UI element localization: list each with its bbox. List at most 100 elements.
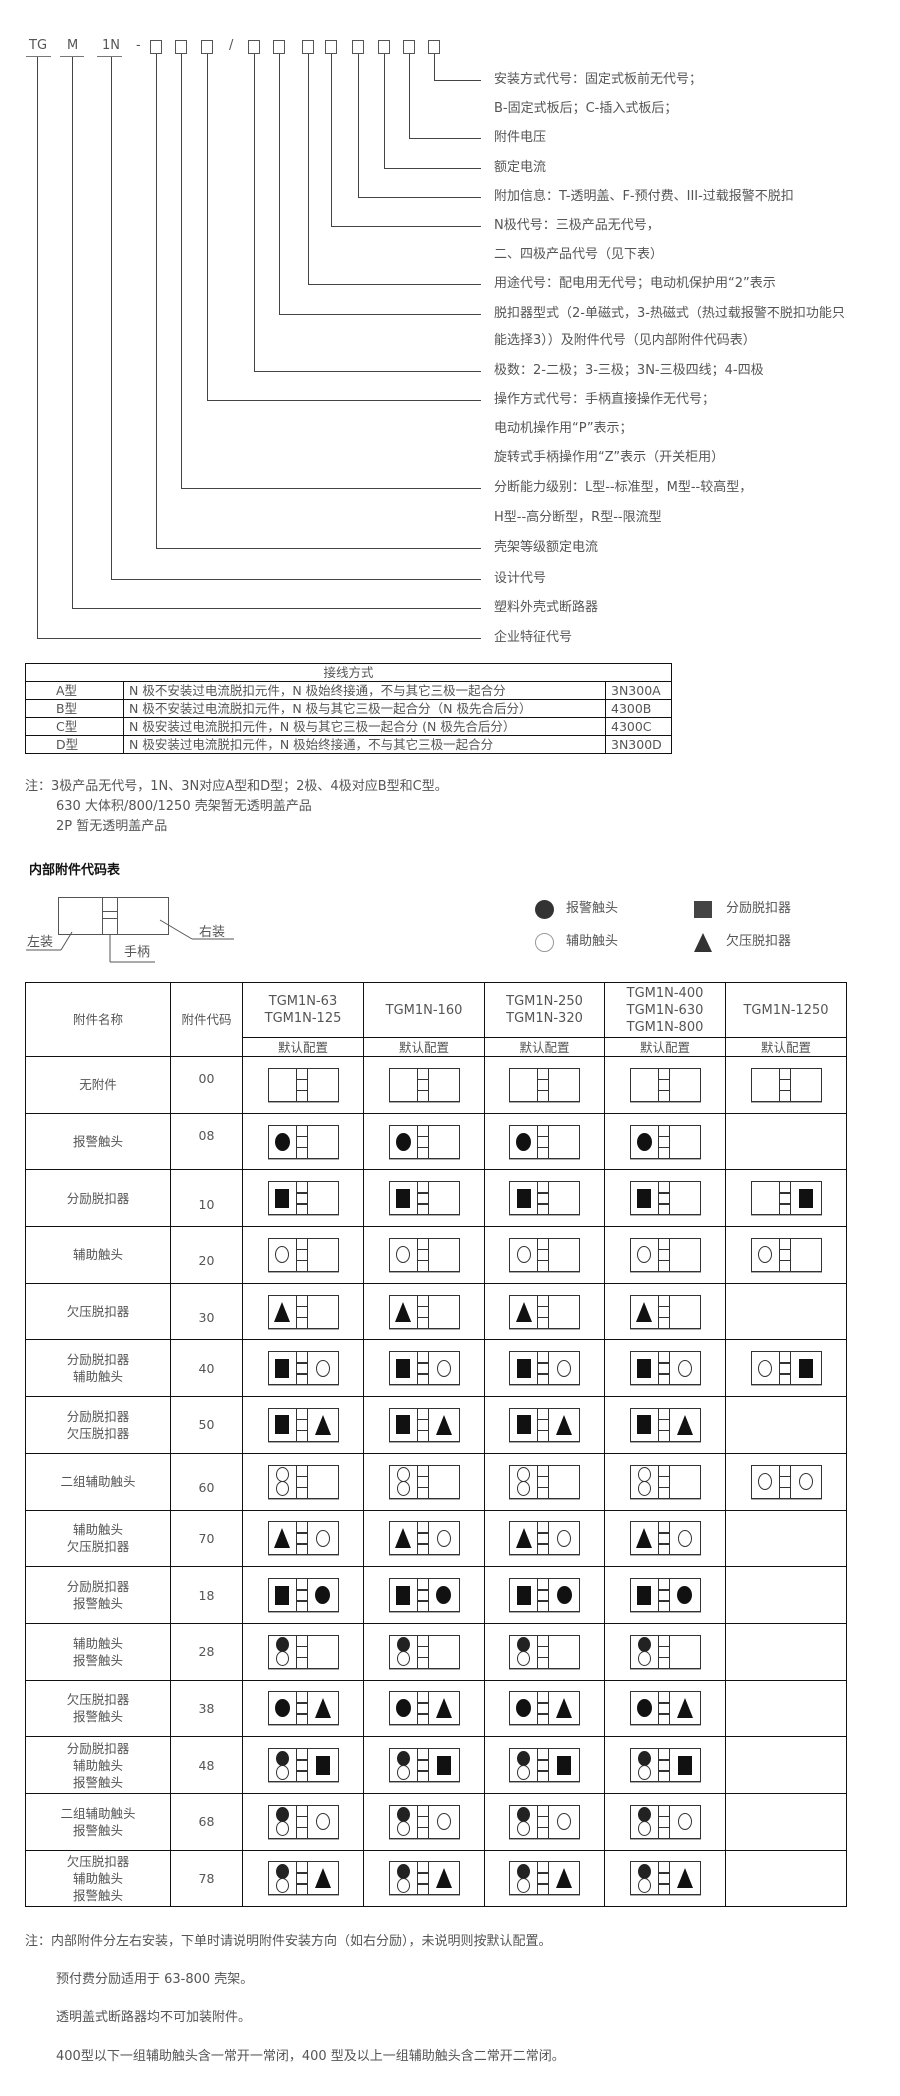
breaker-config-icon [267,1407,339,1442]
config-cell [242,1169,364,1228]
sub-header-default: 默认配置 [242,1037,364,1057]
auxiliary-contact-icon [315,1529,330,1547]
breaker-config-icon [267,1181,339,1216]
handle-icon [416,1125,429,1158]
auxiliary-contact-icon [396,1651,410,1667]
handle-icon [537,1692,549,1725]
alarm-contact-icon [395,1132,411,1151]
alarm-contact-icon [535,900,554,919]
breaker-config-icon [267,1861,339,1896]
accessory-name-line: 辅助触头 [72,1522,123,1538]
breaker-config-icon [509,1804,580,1839]
alarm-contact-icon [274,1132,290,1151]
config-cell [363,1566,485,1624]
code-field-description: 设计代号 [494,571,547,586]
col-header-model: TGM1N-400 TGM1N-630 TGM1N-800 [604,982,726,1038]
breaker-config-icon [267,1237,339,1272]
config-cell [242,1282,364,1341]
auxiliary-contact-icon [557,1813,571,1831]
config-cell [363,1112,485,1171]
handle-icon [537,1749,549,1782]
accessory-name-line: 报警触头 [72,1652,123,1668]
handle-icon [416,1805,429,1838]
code-field-description: N极代号：三极产品无代号， [494,218,660,233]
accessory-name-line: 报警触头 [72,1887,123,1903]
config-cell [242,1736,364,1794]
code-field-description: 附件电压 [494,130,547,145]
wiring-row: B型 N 极不安装过电流脱扣元件，N 极与其它三极一起合分（N 极先合后分） 430… [25,699,672,718]
sub-header-default: 默认配置 [484,1037,605,1057]
right-mount-label: 右装 [199,925,226,940]
handle-icon [295,1579,308,1612]
code-placeholder-box [273,40,285,54]
config-cell [363,1622,485,1681]
breaker-config-icon [629,1691,701,1726]
breaker-config-icon [388,1124,460,1159]
breaker-config-icon [509,1578,580,1613]
breaker-config-icon [629,1181,701,1216]
auxiliary-contact-icon [315,1359,330,1377]
accessory-name-line: 二组辅助触头 [60,1474,136,1490]
wiring-description: N 极安装过电流脱扣元件，N 极始终接通，不与其它三极一起合分 [123,735,606,754]
auxiliary-contact-icon [396,1481,410,1497]
code-field-description: 操作方式代号：手柄直接操作无代号； [494,392,716,407]
footnote-line: 透明盖式断路器均不可加装附件。 [56,2010,252,2025]
alarm-contact-icon [637,1807,651,1823]
undervoltage-release-icon [515,1528,532,1549]
code-placeholder-box [352,40,364,54]
accessory-name: 报警触头 [25,1112,171,1171]
code-placeholder-box [248,40,260,54]
handle-icon [295,1068,308,1101]
accessory-name-line: 报警触头 [72,1822,123,1838]
config-cell [363,1282,485,1341]
accessory-row: 无附件 00 [25,1056,847,1114]
handle-icon [537,1522,549,1555]
config-cell [363,1509,485,1568]
accessory-name-line: 二组辅助触头 [60,1805,136,1821]
config-cell [604,1056,726,1114]
code-field-description: 塑料外壳式断路器 [494,600,599,615]
col-header-name: 附件名称 [25,982,171,1057]
shunt-release-icon [315,1755,330,1775]
handle-icon [416,1238,429,1271]
breaker-config-icon [629,1237,701,1272]
accessory-row: 欠压脱扣器 报警触头 38 [25,1679,847,1738]
config-cell [484,1736,605,1794]
wiring-method-table: 接线方式 A型 N 极不安装过电流脱扣元件，N 极始终接通，不与其它三极一起合分 3… [25,663,672,754]
handle-icon [657,1465,670,1498]
shunt-release-icon [694,901,712,918]
breaker-config-icon [750,1237,822,1272]
auxiliary-contact-icon [396,1246,410,1264]
alarm-contact-icon [637,1750,651,1766]
model-name: TGM1N-320 [506,1011,583,1026]
breaker-config-icon [629,1634,701,1669]
model-name: TGM1N-63 [268,994,338,1009]
alarm-contact-icon [274,1699,290,1718]
shunt-release-icon [396,1585,410,1605]
breaker-config-icon [750,1351,822,1386]
config-cell [363,1679,485,1738]
handle-icon [295,1749,308,1782]
config-cell [725,1169,847,1228]
shunt-release-icon [516,1585,531,1605]
breaker-config-icon [629,1578,701,1613]
model-name: TGM1N-1250 [743,1002,829,1018]
code-field-description: B-固定式板后；C-插入式板后； [494,101,678,116]
wiring-type: A型 [25,681,124,700]
config-cell [242,1226,364,1284]
accessory-row: 报警触头 08 [25,1112,847,1171]
wiring-code: 4300B [605,699,672,718]
undervoltage-release-icon [274,1528,290,1549]
alarm-contact-icon [275,1807,289,1823]
alarm-contact-icon [517,1637,530,1653]
handle-label: 手柄 [124,945,151,960]
config-cell [484,1566,605,1624]
config-cell [484,1339,605,1398]
undervoltage-release-icon [676,1698,693,1719]
config-cell [604,1282,726,1341]
accessory-row: 二组辅助触头 60 [25,1452,847,1511]
wiring-row: A型 N 极不安装过电流脱扣元件，N 极始终接通，不与其它三极一起合分 3N300A [25,681,672,700]
shunt-release-icon [798,1358,813,1378]
auxiliary-contact-icon [637,1246,651,1264]
accessory-name-line: 报警触头 [72,1774,123,1790]
